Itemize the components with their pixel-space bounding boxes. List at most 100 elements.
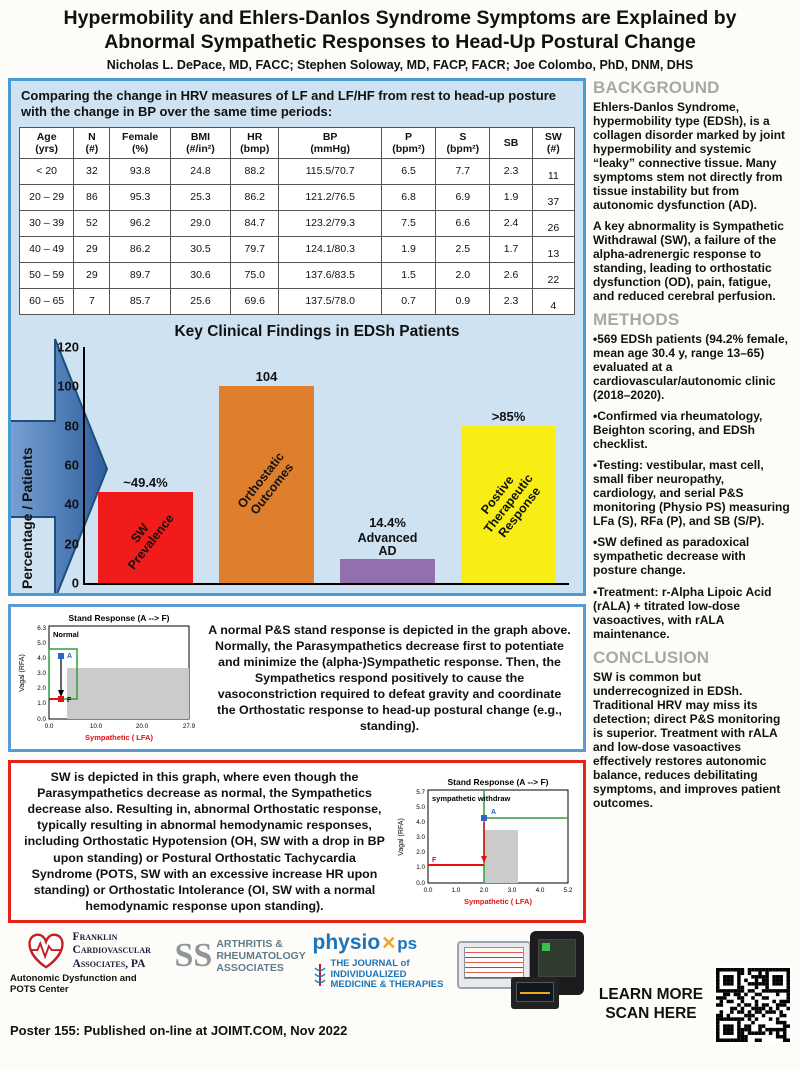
table-cell: 2.3 [489,157,533,185]
table-cell: 24.8 [169,157,232,185]
table-cell: < 20 [18,157,75,185]
y-tick-label: 2.0 [37,685,46,692]
column-header: BP (mmHg) [278,126,382,159]
y-tick-label: 80 [64,418,79,434]
table-cell: 95.3 [109,183,171,211]
table-cell: 1.7 [489,235,533,263]
chart-plot: ~49.4% SW Prevalence 104 Orthostatic Outcom… [57,339,569,590]
x-tick-label: 20.0 [136,723,149,730]
graph-x-axis-label: Sympathetic ( LFA) [85,733,153,742]
table-cell: 1.9 [380,235,437,263]
chart-y-axis-label: Percentage / Patients [19,447,35,589]
journal-name: THE JOURNAL of INDIVIDUALIZED MEDICINE &… [330,958,444,991]
bar-category-label: Postive Therapeutic Response [477,471,543,541]
column-header: P (bpm²) [380,126,437,159]
sidebar-paragraph: •Confirmed via rheumatology, Beighton sc… [593,409,763,452]
graph-subtitle: Normal [53,630,79,639]
table-cell: 7.5 [380,209,437,237]
x-tick-label: 5.2 [564,887,573,894]
table-cell: 11 [531,157,576,185]
franklin-subtitle: Autonomic Dysfunction and POTS Center [10,973,137,996]
x-tick-label: 27.9 [183,723,196,730]
table-cell: 7.7 [435,157,491,185]
table-cell: 2.0 [435,261,491,289]
graph-x-axis-label: Sympathetic ( LFA) [464,897,532,906]
chart-bars: ~49.4% SW Prevalence 104 Orthostatic Outcom… [85,347,569,583]
sw-stand-response-graph: Stand Response (A --> F) sympathetic wit… [398,777,573,906]
sidebar-paragraph: Ehlers-Danlos Syndrome, hypermobility ty… [593,99,786,212]
table-cell: 79.7 [230,235,280,263]
bar-category-label: Orthostatic Outcomes [234,449,296,517]
qr-code [714,965,792,1044]
table-cell: 1.9 [489,183,533,211]
bar-category-label: Advanced AD [357,531,418,559]
graph-title: Stand Response (A --> F) [69,613,170,623]
y-tick-label: 60 [64,457,79,473]
table-row: 40 – 49 29 86.2 30.5 79.7 124.1/80.3 1.9 2.5 1.7… [18,235,576,263]
point-a-label: A [491,809,496,816]
table-cell: 75.0 [230,261,280,289]
table-cell: 2.3 [489,287,533,315]
table-cell: 25.3 [169,183,232,211]
table-row: 30 – 39 52 96.2 29.0 84.7 123.2/79.3 7.5 6.6 2.4… [18,209,576,237]
table-cell: 2.5 [435,235,491,263]
table-cell: 124.1/80.3 [278,235,382,263]
point-a-label: A [67,653,72,660]
column-header: SB [489,126,533,159]
y-tick-label: 0.0 [37,716,46,723]
y-tick-label: 0.0 [416,880,425,887]
table-cell: 121.2/76.5 [278,183,382,211]
y-tick-label: 4.0 [37,655,46,662]
table-cell: 88.2 [230,157,280,185]
column-header: S (bpm²) [435,126,491,159]
x-tick-label: 10.0 [90,723,103,730]
table-cell: 85.7 [109,287,171,315]
table-cell: 6.5 [380,157,437,185]
graph-y-axis-label: Vagal (RFA) [19,654,26,692]
sidebar-sections: BACKGROUND Ehlers-Danlos Syndrome, hyperm… [593,78,790,817]
column-header: SW (#) [531,126,576,159]
physio-ps-logo: physio✕ps [313,931,447,955]
table-cell: 123.2/79.3 [278,209,382,237]
y-tick-label: 3.0 [37,670,46,677]
chart-title: Key Clinical Findings in EDSh Patients [174,322,460,340]
x-tick-label: 4.0 [536,887,545,894]
y-tick-label: 2.0 [416,849,425,856]
table-row: 20 – 29 86 95.3 25.3 86.2 121.2/76.5 6.8 6.9 1.9… [18,183,576,211]
table-cell: 30 – 39 [18,209,75,237]
bar [340,559,435,583]
y-tick-label: 6.3 [37,625,46,632]
table-row: 60 – 65 7 85.7 25.6 69.6 137.5/78.0 0.7 0.9 2.3 4 [18,287,576,315]
table-cell: 69.6 [230,287,280,315]
column-header: N (#) [73,126,111,159]
table-cell: 0.7 [380,287,437,315]
response-region-shading [484,829,518,883]
table-cell: 2.6 [489,261,533,289]
table-section-heading: Comparing the change in HRV measures of … [21,87,556,120]
table-cell: 86.2 [109,235,171,263]
y-tick-label: 0 [71,575,79,591]
bar-value-label: 14.4% [369,515,406,531]
head-up-arrow-graphic [11,338,109,593]
table-cell: 13 [531,235,576,263]
hrv-table: Age (yrs) N (#) Female (%) BMI (#/in²) HR (b… [18,126,576,315]
response-region-shading [67,667,189,719]
arthritis-name: ARTHRITIS & RHEUMATOLOGY ASSOCIATES [216,938,306,974]
bar-group: >85% Postive Therapeutic Response [448,347,569,583]
normal-response-panel: Stand Response (A --> F) Normal A F 6.3 … [8,603,586,752]
table-cell: 0.9 [435,287,491,315]
table-cell: 32 [73,157,111,185]
table-cell: 89.7 [109,261,171,289]
table-cell: 137.5/78.0 [278,287,382,315]
y-tick-label: 4.0 [416,819,425,826]
title-block: Hypermobility and Ehlers-Danlos Syndrome… [0,0,800,72]
y-tick-label: 100 [57,378,79,394]
sidebar-paragraph: A key abnormality is Sympathetic Withdra… [593,218,784,303]
bar-value-label: ~49.4% [123,475,168,491]
bar-group: 104 Orthostatic Outcomes [206,347,327,583]
table-row: 50 – 59 29 89.7 30.6 75.0 137.6/83.5 1.5 2.0 2.6… [18,261,576,289]
physio-ps-text: ps [397,934,418,954]
caduceus-icon [314,964,326,986]
sidebar-paragraph: •Testing: vestibular, mast cell, small f… [593,458,790,529]
